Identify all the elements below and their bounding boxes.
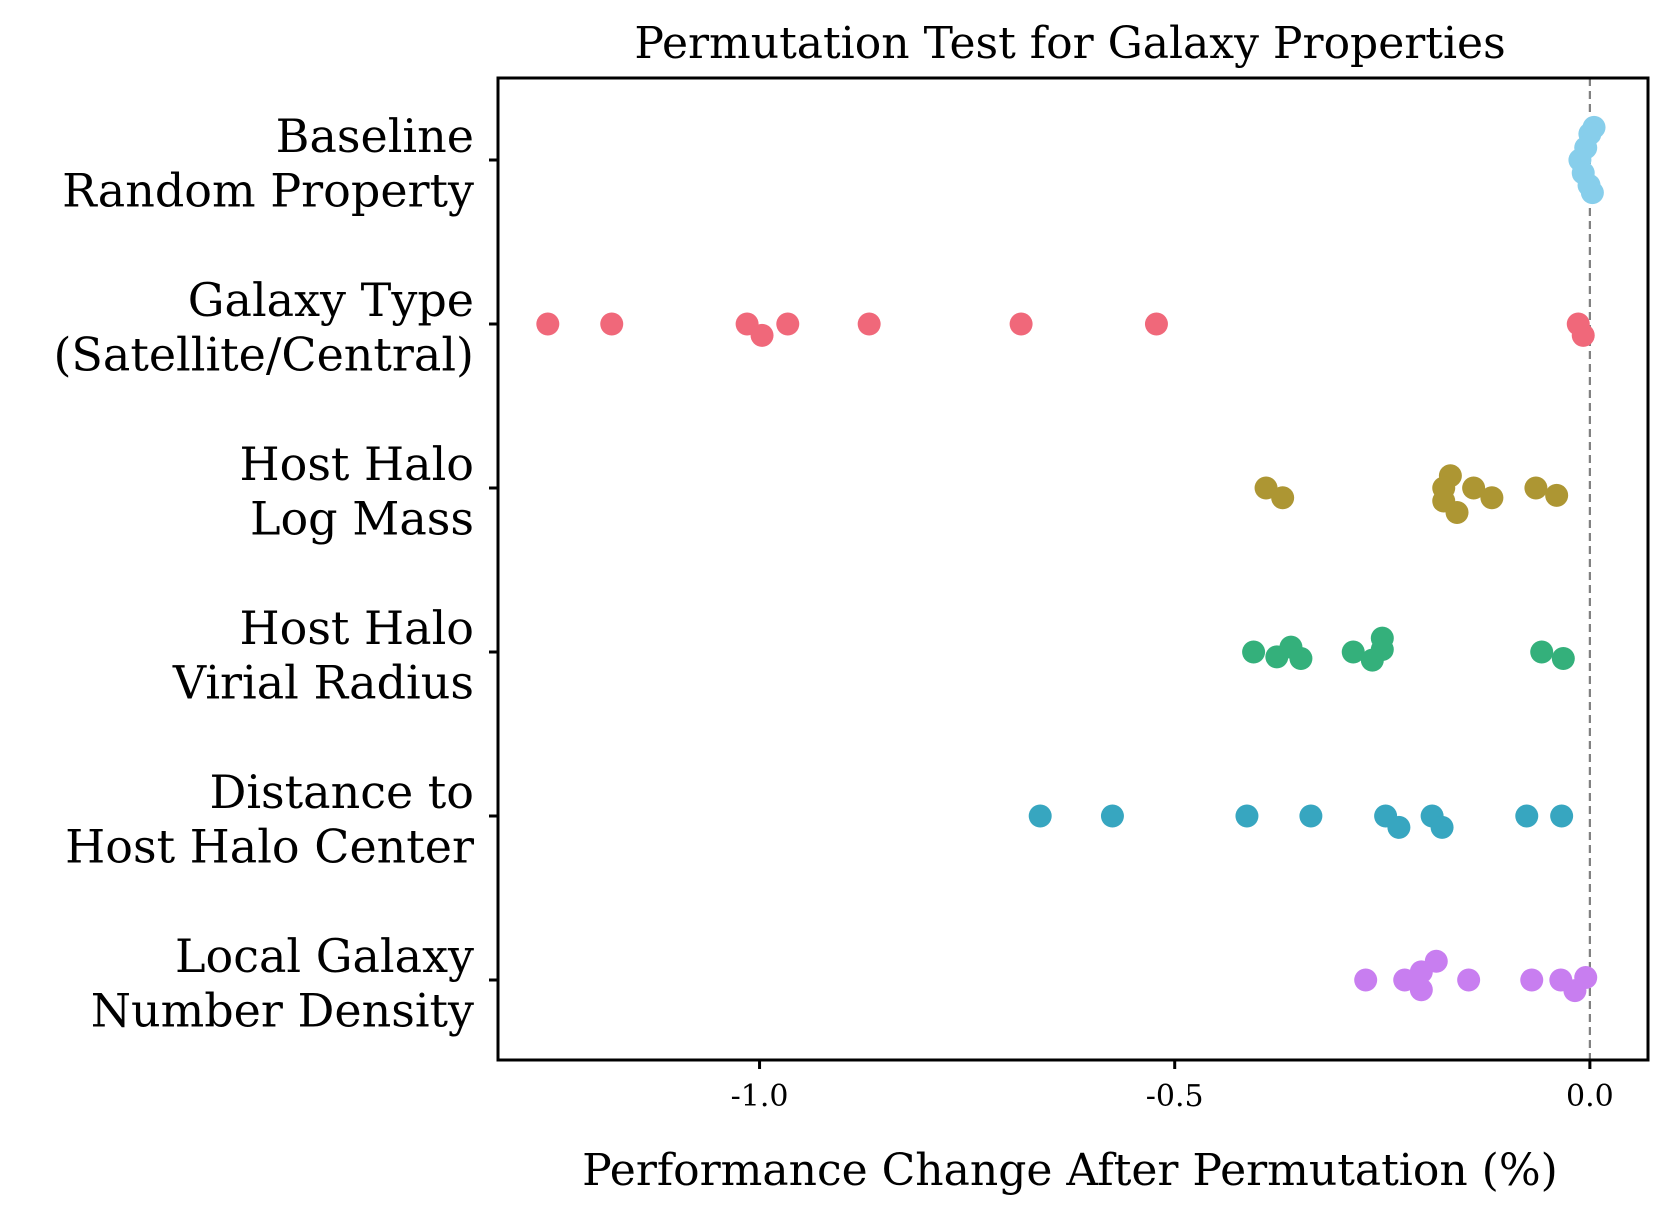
- y-tick-label-line: Host Halo: [240, 437, 474, 491]
- axes-frame: [496, 76, 1650, 1062]
- data-point[interactable]: [1571, 323, 1595, 347]
- y-tick-label-line: (Satellite/Central): [53, 327, 474, 381]
- data-point[interactable]: [1299, 804, 1323, 828]
- y-tick-label-line: Log Mass: [250, 491, 474, 545]
- data-point[interactable]: [1520, 968, 1544, 992]
- data-point[interactable]: [1271, 486, 1295, 510]
- data-point[interactable]: [1409, 978, 1433, 1002]
- y-tick-label-line: Random Property: [62, 163, 474, 217]
- data-point[interactable]: [1370, 638, 1394, 662]
- data-point[interactable]: [1574, 966, 1598, 990]
- y-tick-label-line: Virial Radius: [172, 655, 474, 709]
- data-point[interactable]: [776, 312, 800, 336]
- data-point[interactable]: [1545, 483, 1569, 507]
- data-point[interactable]: [857, 312, 881, 336]
- x-tick-label: 0.0: [1566, 1079, 1614, 1114]
- data-point[interactable]: [1028, 804, 1052, 828]
- plot-area: Baseline Random Property Galaxy Type (Satel…: [53, 76, 1650, 1114]
- x-tick-label: -1.0: [731, 1079, 789, 1114]
- y-tick-label-line: Local Galaxy: [175, 929, 474, 983]
- data-point[interactable]: [1462, 476, 1486, 500]
- data-point[interactable]: [1424, 949, 1448, 973]
- data-point[interactable]: [1235, 804, 1259, 828]
- data-point[interactable]: [1550, 804, 1574, 828]
- data-point[interactable]: [1530, 640, 1554, 664]
- y-tick-label: Local Galaxy Number Density: [91, 929, 474, 1037]
- data-point[interactable]: [1254, 476, 1278, 500]
- data-point[interactable]: [1289, 647, 1313, 671]
- y-tick-label: Baseline Random Property: [62, 109, 474, 217]
- data-point[interactable]: [1144, 312, 1168, 336]
- series-2: [1254, 464, 1569, 524]
- data-point[interactable]: [1551, 647, 1575, 671]
- data-point[interactable]: [600, 312, 624, 336]
- y-tick-label: Host Halo Log Mass: [240, 437, 474, 545]
- y-tick-label-line: Baseline: [276, 109, 474, 163]
- series-3: [1242, 626, 1575, 672]
- y-tick-label: Galaxy Type (Satellite/Central): [53, 273, 474, 381]
- data-point[interactable]: [1580, 181, 1604, 205]
- y-tick-label-line: Number Density: [91, 983, 474, 1037]
- data-point[interactable]: [1354, 968, 1378, 992]
- y-tick-label-line: Host Halo Center: [65, 819, 474, 873]
- y-tick-label: Distance to Host Halo Center: [65, 765, 474, 873]
- data-point[interactable]: [1457, 968, 1481, 992]
- data-point[interactable]: [1524, 476, 1548, 500]
- y-tick-label-line: Galaxy Type: [188, 273, 474, 327]
- y-tick-label-line: Distance to: [209, 765, 474, 819]
- data-point[interactable]: [536, 312, 560, 336]
- x-axis-label: Performance Change After Permutation (%): [582, 1145, 1558, 1196]
- data-point[interactable]: [1341, 640, 1365, 664]
- series-1: [536, 312, 1595, 347]
- x-tick-label: -0.5: [1146, 1079, 1204, 1114]
- series-0: [1568, 115, 1606, 205]
- y-tick-label: Host Halo Virial Radius: [172, 601, 474, 709]
- data-point[interactable]: [1430, 815, 1454, 839]
- data-point[interactable]: [1445, 500, 1469, 524]
- y-tick-label-line: Host Halo: [240, 601, 474, 655]
- data-point[interactable]: [1242, 640, 1266, 664]
- data-point[interactable]: [1100, 804, 1124, 828]
- data-point[interactable]: [1480, 486, 1504, 510]
- data-point[interactable]: [1009, 312, 1033, 336]
- data-point[interactable]: [1515, 804, 1539, 828]
- data-point[interactable]: [750, 323, 774, 347]
- chart-title: Permutation Test for Galaxy Properties: [634, 18, 1505, 69]
- data-point[interactable]: [1387, 815, 1411, 839]
- series-4: [1028, 804, 1574, 839]
- series-5: [1354, 949, 1598, 1003]
